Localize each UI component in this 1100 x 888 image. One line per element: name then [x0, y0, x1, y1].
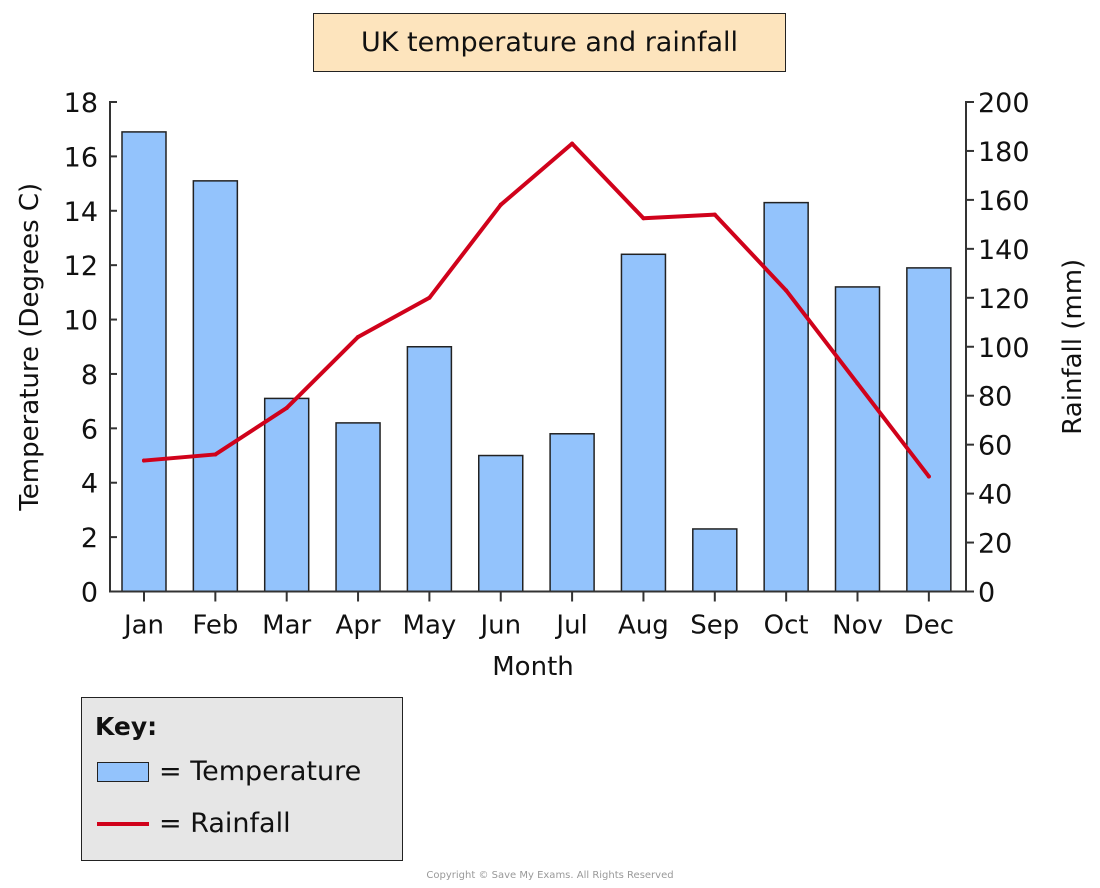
right-tick-label: 20 [978, 529, 1012, 560]
legend-entry-rainfall: = Rainfall [97, 808, 291, 839]
temperature-bar-jul [549, 433, 595, 593]
x-tick-label-jun: Jun [478, 611, 521, 641]
x-tick-label-aug: Aug [618, 611, 669, 641]
legend-swatch-line [97, 821, 149, 826]
right-tick-label: 80 [978, 382, 1012, 413]
temperature-bar-jun [478, 454, 524, 593]
legend-label-rainfall: = Rainfall [159, 808, 291, 839]
rainfall-point-jan [142, 458, 146, 463]
left-tick-label: 16 [64, 142, 98, 173]
temperature-bar-aug [620, 253, 667, 593]
rainfall-point-feb [213, 452, 218, 457]
x-tick-label-oct: Oct [764, 611, 809, 641]
right-axis-label: Rainfall (mm) [1058, 259, 1088, 435]
right-tick-label: 180 [978, 137, 1030, 168]
copyright: Copyright © Save My Exams. All Rights Re… [426, 870, 674, 881]
rainfall-point-nov [855, 381, 860, 386]
temperature-bar-dec [906, 267, 952, 593]
x-tick-label-feb: Feb [192, 611, 238, 641]
rainfall-line [142, 141, 931, 479]
right-tick-label: 140 [978, 235, 1030, 266]
temperature-bar-feb [192, 180, 239, 593]
right-tick-label: 160 [978, 186, 1030, 217]
x-tick-label-jan: Jan [122, 611, 164, 641]
right-tick-label: 200 [978, 88, 1030, 119]
legend-label-temperature: = Temperature [159, 756, 362, 787]
left-tick-label: 12 [64, 251, 98, 282]
rainfall-point-aug [641, 216, 646, 221]
x-tick-label-may: May [403, 611, 457, 641]
legend-entry-temperature: = Temperature [97, 756, 361, 787]
legend-swatch-bar [97, 761, 149, 782]
rainfall-point-apr [356, 334, 361, 339]
rainfall-point-sep [712, 212, 717, 217]
left-tick-label: 18 [64, 88, 98, 119]
chart-title: UK temperature and rainfall [360, 27, 739, 58]
chart-title-box: UK temperature and rainfall [313, 13, 786, 72]
temperature-bar-mar [263, 397, 310, 593]
x-tick-label-sep: Sep [690, 611, 739, 641]
left-tick-label: 10 [64, 306, 98, 337]
left-tick-label: 0 [81, 578, 98, 609]
x-tick-label-apr: Apr [336, 611, 381, 641]
temperature-bar-sep [692, 528, 738, 593]
x-tick-label-mar: Mar [262, 611, 311, 641]
rainfall-point-mar [284, 405, 289, 410]
legend-title: Key: [95, 712, 158, 741]
right-tick-label: 100 [978, 333, 1030, 364]
left-axis-label: Temperature (Degrees C) [15, 183, 45, 512]
rainfall-point-may [427, 295, 432, 300]
x-axis-label: Month [492, 652, 574, 682]
rainfall-point-jun [498, 202, 503, 207]
x-tick-label-dec: Dec [904, 611, 954, 641]
right-tick-label: 60 [978, 431, 1012, 462]
x-tick-label-jul: Jul [554, 611, 587, 641]
left-tick-label: 6 [81, 414, 98, 445]
rainfall-point-oct [784, 288, 789, 293]
temperature-bar-may [406, 346, 453, 593]
right-tick-label: 40 [978, 480, 1012, 511]
left-tick-label: 4 [81, 469, 98, 500]
temperature-bar-jan [121, 131, 167, 593]
rainfall-point-jul [570, 141, 575, 146]
left-tick-label: 14 [64, 197, 98, 228]
temperature-bar-oct [763, 201, 809, 593]
temperature-bar-apr [335, 422, 381, 593]
left-tick-label: 2 [81, 523, 98, 554]
right-tick-label: 120 [978, 284, 1030, 315]
left-tick-label: 8 [81, 360, 98, 391]
rainfall-point-dec [926, 474, 931, 479]
x-tick-label-nov: Nov [832, 611, 883, 641]
right-tick-label: 0 [978, 578, 995, 609]
legend: Key: = Temperature = Rainfall [81, 697, 403, 861]
temperature-bar-nov [834, 286, 881, 593]
